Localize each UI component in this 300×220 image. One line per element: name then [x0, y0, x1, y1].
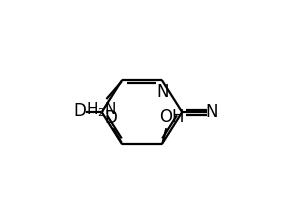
Text: D: D: [104, 108, 117, 126]
Text: N: N: [157, 83, 169, 101]
Text: N: N: [205, 103, 218, 121]
Text: H$_2$N: H$_2$N: [86, 101, 117, 119]
Text: OH: OH: [159, 108, 184, 126]
Text: D: D: [74, 102, 87, 120]
